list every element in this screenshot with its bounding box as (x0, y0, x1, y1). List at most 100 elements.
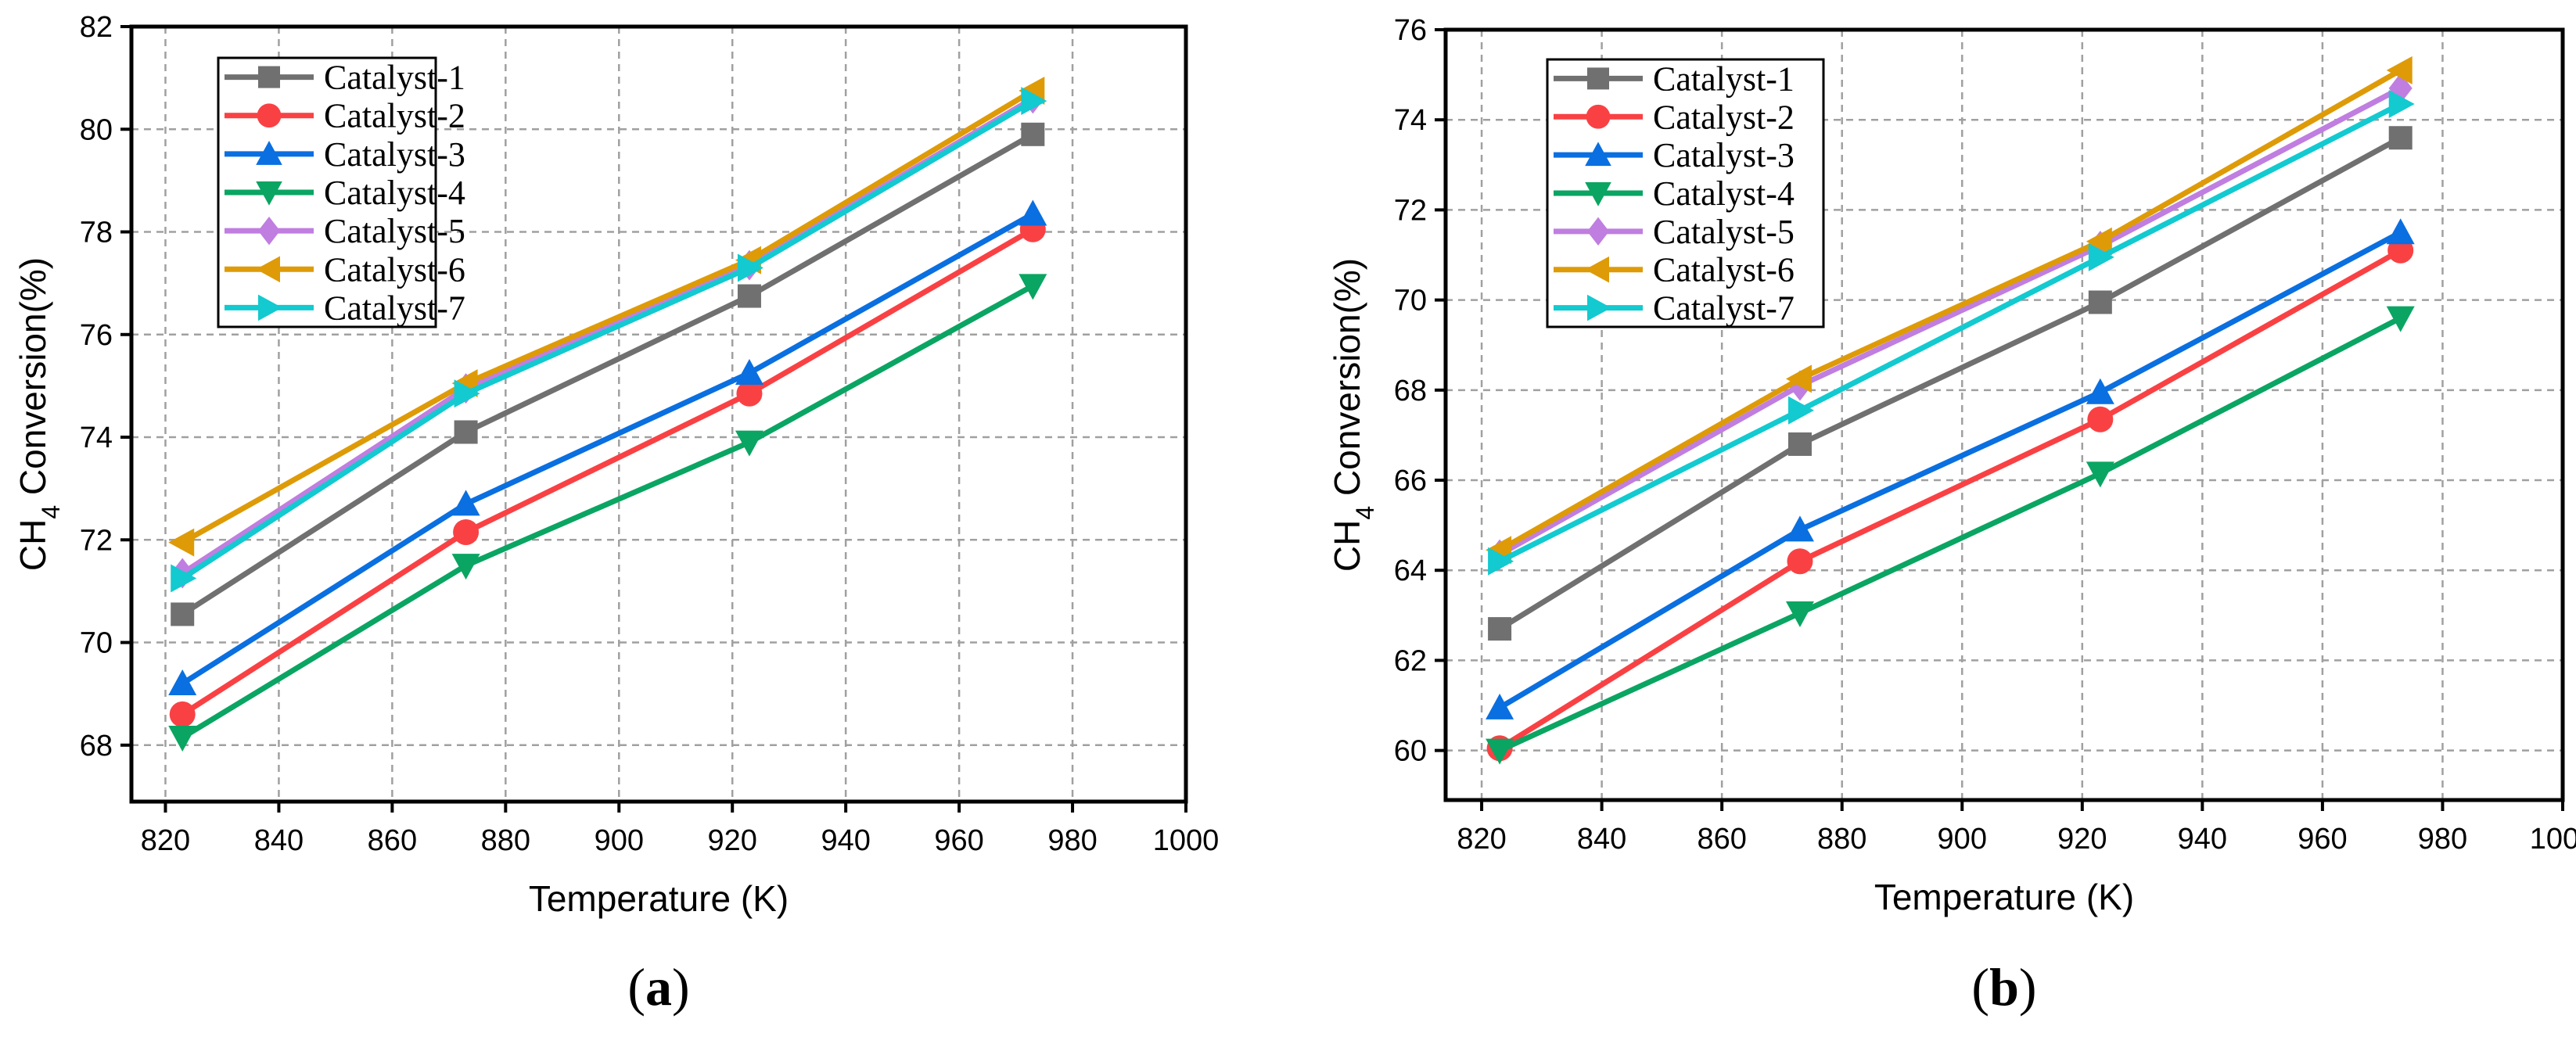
data-point (2386, 218, 2415, 245)
panel-label-paren: ( (627, 957, 645, 1017)
data-point (2388, 126, 2413, 150)
legend-marker (258, 66, 280, 88)
data-point (735, 430, 763, 457)
y-tick-label: 62 (1394, 644, 1427, 677)
legend-marker (1585, 142, 1611, 167)
y-tick-label: 76 (80, 319, 113, 352)
x-tick-label: 1000 (1153, 824, 1220, 857)
x-tick-label: 820 (1457, 823, 1506, 856)
y-axis-title-subscript: 4 (37, 505, 65, 519)
series-line (181, 131, 1035, 617)
y-tick-label: 78 (80, 217, 113, 249)
x-tick-label: 860 (368, 824, 417, 857)
x-axis-title: Temperature (K) (529, 878, 789, 919)
data-point (169, 701, 196, 727)
y-tick-label: 82 (80, 11, 113, 44)
legend-marker (258, 216, 280, 246)
x-tick-label: 920 (708, 824, 757, 857)
x-tick-label: 940 (2178, 823, 2227, 856)
legend-marker (257, 103, 282, 128)
x-tick-label: 980 (1047, 824, 1097, 857)
x-tick-label: 960 (934, 824, 983, 857)
series-line (181, 88, 1035, 545)
panel-label-letter: a (645, 957, 672, 1017)
legend-item: Catalyst-1 (225, 59, 465, 97)
legend-label: Catalyst-3 (1653, 136, 1795, 174)
legend-item: Catalyst-2 (1554, 98, 1795, 136)
y-axis-title: CH4 Conversion(%) (1327, 258, 1379, 572)
series-line (1498, 135, 2402, 632)
panel-label-letter: b (1989, 957, 2019, 1017)
legend-marker (256, 256, 280, 283)
data-point (1787, 548, 1813, 575)
legend-label: Catalyst-5 (1653, 213, 1795, 251)
chart-panel-b: 820 840 860 880 900 920 940 960 980 1000 60 62 64 66 6… (1327, 14, 2576, 1017)
series-catalyst-3 (1486, 218, 2415, 719)
data-point (1785, 601, 1814, 627)
series-line (1498, 230, 2402, 710)
series-catalyst-4 (1486, 306, 2415, 765)
legend-label: Catalyst-6 (324, 250, 465, 289)
data-point (1019, 274, 1047, 300)
data-point (451, 554, 480, 580)
data-point (2388, 90, 2415, 119)
x-tick-label: 1000 (2530, 823, 2576, 856)
y-tick-label: 80 (80, 113, 113, 146)
y-axis-title-subscript: 4 (1351, 506, 1379, 520)
x-tick-label: 840 (254, 824, 304, 857)
series-catalyst-3 (168, 199, 1047, 696)
x-tick-label: 880 (481, 824, 530, 857)
legend-marker (1587, 217, 1609, 246)
series-catalyst-7 (171, 87, 1047, 593)
series-line (181, 227, 1035, 717)
legend-label: Catalyst-4 (1653, 174, 1795, 213)
series-line (181, 99, 1035, 581)
series-catalyst-2 (169, 216, 1046, 727)
legend-label: Catalyst-2 (1653, 98, 1795, 136)
y-tick-label: 68 (80, 730, 113, 762)
x-tick-label: 840 (1577, 823, 1626, 856)
legend-label: Catalyst-5 (324, 212, 465, 250)
axes-frame (1443, 27, 2565, 802)
data-point (736, 380, 763, 407)
data-point (454, 420, 478, 444)
data-point (1021, 87, 1047, 116)
data-point (1486, 738, 1514, 765)
legend-item: Catalyst-6 (225, 250, 465, 289)
panel-label-paren: ) (672, 957, 690, 1017)
legend-marker (1586, 104, 1611, 129)
series-line (181, 283, 1035, 740)
data-point (2088, 290, 2112, 314)
data-point (168, 725, 197, 752)
x-tick-label: 820 (141, 824, 190, 857)
legend-marker (1587, 294, 1611, 321)
y-tick-label: 70 (1394, 285, 1427, 318)
legend-label: Catalyst-3 (324, 135, 465, 174)
legend-label: Catalyst-1 (324, 59, 465, 97)
series-line (1498, 85, 2402, 558)
panel-label-paren: ( (1971, 957, 1989, 1017)
x-tick-label: 980 (2418, 823, 2467, 856)
legend-item: Catalyst-3 (1554, 136, 1795, 174)
x-tick-label: 960 (2298, 823, 2347, 856)
series-catalyst-6 (1486, 56, 2413, 565)
legend: Catalyst-1Catalyst-2Catalyst-3Catalyst-4… (1546, 58, 1825, 328)
data-point (1021, 122, 1045, 146)
series-catalyst-1 (171, 122, 1045, 626)
data-point (2088, 242, 2114, 271)
chart-panel-a: 820 840 860 880 900 920 940 960 980 1000 68 70 72 74 7… (13, 11, 1219, 1017)
data-point (171, 602, 195, 626)
series-line (1498, 101, 2402, 564)
x-tick-label: 860 (1697, 823, 1746, 856)
series-line (1498, 248, 2402, 751)
legend-marker (1587, 67, 1609, 90)
y-tick-label: 74 (80, 422, 113, 454)
y-axis-title-part: Conversion(%) (1327, 258, 1367, 506)
y-tick-label: 68 (1394, 375, 1427, 407)
y-tick-label: 66 (1394, 465, 1427, 497)
x-tick-label: 900 (1938, 823, 1987, 856)
y-tick-label: 60 (1394, 735, 1427, 768)
series-catalyst-7 (1488, 90, 2415, 576)
data-point (2086, 378, 2114, 404)
